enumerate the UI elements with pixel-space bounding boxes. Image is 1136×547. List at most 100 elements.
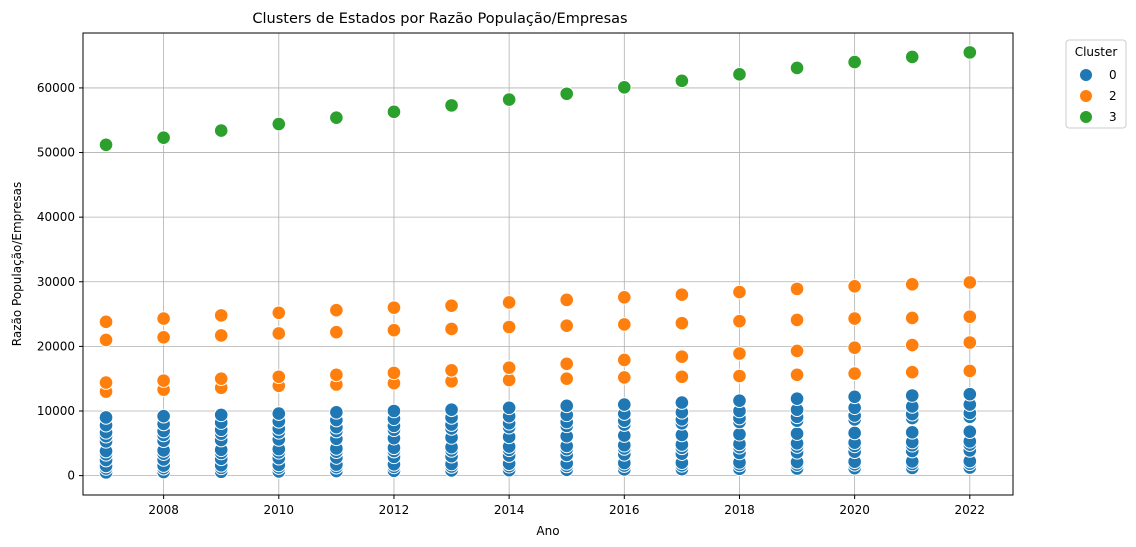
legend-marker-cluster-3 [1079,110,1093,124]
data-point-cluster-0 [617,397,632,412]
data-point-cluster-3 [962,45,978,60]
data-point-cluster-2 [617,370,632,385]
data-point-cluster-2 [904,364,920,380]
legend: Cluster 0 2 3 [1065,39,1127,129]
data-point-cluster-3 [271,116,287,132]
legend-label-cluster-2: 2 [1109,89,1117,103]
data-point-cluster-2 [271,326,287,341]
data-point-cluster-2 [962,335,978,350]
legend-marker-cluster-2 [1079,89,1093,103]
data-point-cluster-2 [271,369,287,385]
data-point-cluster-2 [962,363,978,379]
data-point-cluster-3 [156,130,171,145]
data-point-cluster-0 [789,391,805,407]
data-point-cluster-2 [732,284,747,300]
data-points [98,45,978,480]
x-tick-label: 2008 [148,503,179,517]
data-point-cluster-2 [329,302,344,318]
x-tick-label: 2012 [379,503,410,517]
data-point-cluster-2 [444,321,459,337]
data-point-cluster-2 [501,295,517,310]
data-point-cluster-2 [156,373,171,388]
data-point-cluster-0 [904,388,920,403]
y-tick-label: 30000 [37,275,75,289]
data-point-cluster-2 [674,315,690,331]
data-point-cluster-2 [847,366,862,381]
data-point-cluster-0 [271,406,287,421]
x-tick-label: 2016 [609,503,640,517]
data-point-cluster-2 [732,346,747,361]
x-tick-label: 2014 [494,503,525,517]
data-point-cluster-0 [847,425,862,441]
data-point-cluster-3 [98,137,114,153]
y-tick-label: 50000 [37,146,75,160]
data-point-cluster-2 [732,313,747,329]
data-point-cluster-2 [617,317,632,332]
data-point-cluster-2 [329,324,344,340]
data-point-cluster-2 [444,362,459,378]
data-point-cluster-3 [386,104,402,120]
data-point-cluster-2 [674,287,690,302]
data-point-cluster-2 [617,289,632,305]
data-point-cluster-2 [962,275,978,290]
data-point-cluster-2 [213,308,229,323]
data-point-cluster-2 [444,298,459,313]
chart-title: Clusters de Estados por Razão População/… [252,11,627,27]
data-point-cluster-3 [617,79,632,95]
legend-marker-cluster-0 [1079,68,1093,82]
data-point-cluster-0 [962,424,978,439]
data-point-cluster-3 [732,67,747,82]
legend-title: Cluster [1075,45,1118,59]
legend-label-cluster-3: 3 [1109,110,1117,124]
data-point-cluster-2 [501,319,517,335]
data-point-cluster-0 [847,389,862,405]
data-point-cluster-2 [847,311,862,326]
plot-frame [82,32,1014,496]
data-point-cluster-2 [674,369,690,385]
data-point-cluster-2 [156,311,171,326]
data-point-cluster-2 [732,368,747,384]
data-point-cluster-2 [617,352,632,368]
data-point-cluster-0 [213,407,229,423]
data-point-cluster-0 [904,425,920,440]
data-point-cluster-2 [98,375,114,390]
data-point-cluster-2 [904,277,920,292]
data-point-cluster-0 [732,393,747,408]
data-point-cluster-3 [789,60,805,76]
legend-frame [1065,39,1127,129]
data-point-cluster-2 [329,367,344,383]
data-point-cluster-2 [559,356,575,372]
data-point-cluster-2 [847,340,862,355]
data-point-cluster-3 [501,92,517,107]
x-tick-label: 2022 [955,503,986,517]
data-point-cluster-2 [386,322,402,338]
data-point-cluster-0 [732,426,747,442]
y-tick-label: 0 [67,469,75,483]
data-point-cluster-3 [559,86,575,102]
y-tick-label: 20000 [37,339,75,353]
data-point-cluster-0 [559,398,575,414]
x-tick-label: 2010 [264,503,295,517]
data-point-cluster-2 [904,310,920,326]
data-point-cluster-2 [213,328,229,343]
data-point-cluster-2 [904,337,920,353]
data-point-cluster-3 [213,123,229,138]
data-point-cluster-0 [156,408,171,424]
data-point-cluster-2 [559,292,575,308]
data-point-cluster-0 [789,426,805,441]
data-point-cluster-2 [674,349,690,365]
data-point-cluster-2 [501,360,517,376]
data-point-cluster-2 [789,343,805,359]
x-tick-label: 2018 [724,503,755,517]
data-point-cluster-2 [962,309,978,324]
data-point-cluster-3 [674,73,690,89]
data-point-cluster-2 [386,365,402,381]
x-tick-label: 2020 [839,503,870,517]
data-point-cluster-2 [386,300,402,315]
data-point-cluster-0 [444,402,459,418]
data-point-cluster-0 [674,395,690,410]
data-point-cluster-2 [213,371,229,386]
data-point-cluster-2 [559,318,575,334]
y-tick-label: 40000 [37,210,75,224]
